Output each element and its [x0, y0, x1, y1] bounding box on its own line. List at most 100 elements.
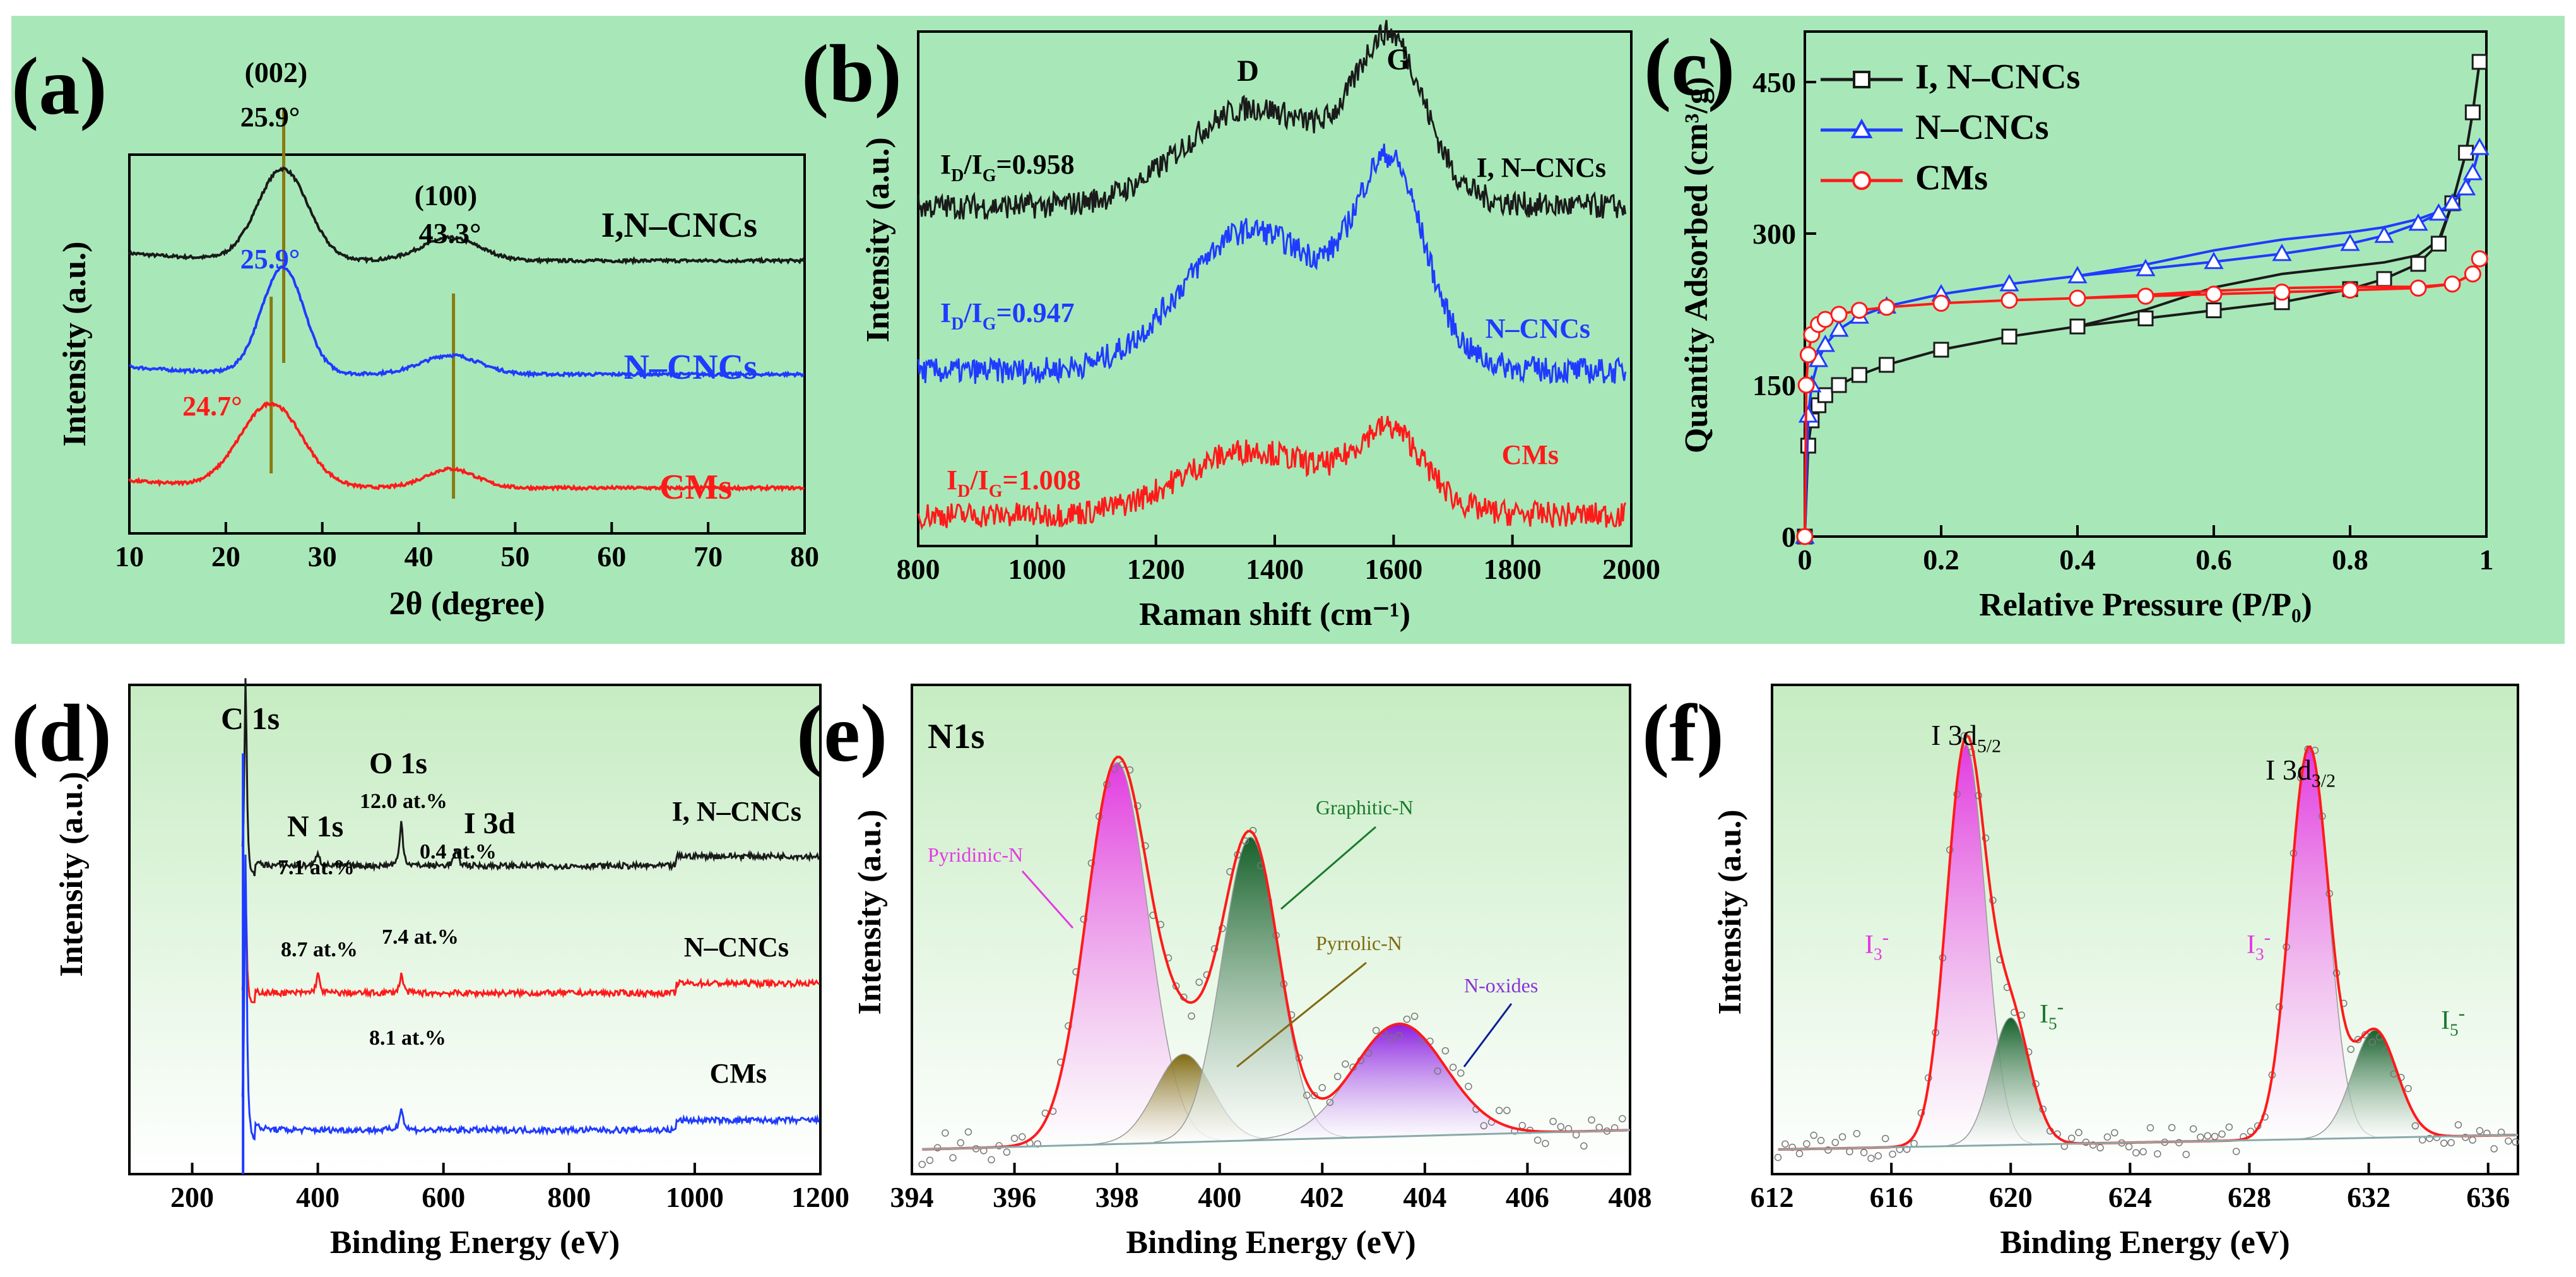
- data-point: [1549, 1117, 1557, 1126]
- data-point: [2139, 1148, 2147, 1156]
- marker-triangle: [2136, 258, 2156, 276]
- data-point: [926, 1156, 934, 1164]
- plot-frame-f: [1771, 684, 2519, 1175]
- marker-square: [2471, 54, 2488, 70]
- x-tick-label-e: 400: [1198, 1181, 1241, 1213]
- peak-label-o1s: O 1s: [369, 747, 427, 780]
- data-point: [988, 1156, 995, 1164]
- x-tick-label-a: 40: [405, 540, 434, 573]
- panel-label-f: (f): [1642, 688, 1724, 779]
- baseline-line: [1778, 1134, 2519, 1151]
- marker-triangle: [2272, 243, 2292, 261]
- data-point: [1372, 1026, 1380, 1035]
- x-tick-label-e: 406: [1506, 1181, 1549, 1213]
- data-point: [1326, 1098, 1334, 1106]
- data-point: [2089, 1141, 2097, 1149]
- marker-triangle: [2340, 233, 2360, 251]
- panel-label-b: (b): [801, 28, 902, 119]
- arrow-pyridinic: [1021, 870, 1074, 929]
- data-point: [2411, 1122, 2419, 1130]
- marker-circle: [2409, 279, 2427, 297]
- data-point: [1395, 1031, 1403, 1040]
- data-point: [2111, 1129, 2118, 1137]
- data-point: [2440, 1139, 2448, 1147]
- data-point: [1588, 1116, 1595, 1124]
- data-point: [1542, 1139, 1549, 1148]
- x-axis-label-e: Binding Energy (eV): [1126, 1225, 1415, 1261]
- at-label-n-nc: 8.7 at.%: [281, 938, 358, 961]
- data-point: [949, 1154, 957, 1161]
- marker-circle: [2273, 283, 2291, 301]
- legend-marker-square: [1853, 71, 1870, 88]
- data-point: [1434, 1067, 1441, 1075]
- marker-circle: [1850, 302, 1868, 319]
- data-point: [1318, 1084, 1326, 1091]
- data-point: [2218, 1130, 2226, 1138]
- marker-square: [2464, 104, 2481, 121]
- x-tick-label-b: 1000: [1008, 553, 1066, 585]
- data-point: [2476, 1127, 2484, 1135]
- x-tick-label-a: 30: [308, 540, 337, 573]
- plot-frame-d: [128, 684, 822, 1175]
- y-tick-label-c: 150: [1752, 369, 1796, 401]
- marker-circle: [1797, 376, 1815, 394]
- x-tick-label-c: 0.6: [2195, 543, 2232, 576]
- series-label-b-inc: I, N–CNCs: [1477, 152, 1606, 183]
- plot-frame-c: [1804, 30, 2488, 538]
- y-tick-label-c: 0: [1781, 521, 1796, 553]
- marker-circle: [1932, 294, 1950, 312]
- marker-triangle: [2374, 225, 2394, 243]
- data-point: [1580, 1142, 1588, 1150]
- data-point: [2146, 1124, 2154, 1132]
- x-tick-label-c: 0.2: [1923, 543, 1959, 576]
- data-point: [1457, 1069, 1465, 1077]
- data-point: [2067, 1134, 2076, 1142]
- x-tick-label-e: 398: [1096, 1181, 1139, 1213]
- marker-triangle: [2204, 251, 2224, 270]
- marker-circle: [2341, 282, 2359, 299]
- marker-circle: [2069, 289, 2086, 307]
- ratio-label-black: ID/IG=0.958: [940, 149, 1075, 186]
- data-point: [2426, 1134, 2433, 1143]
- marker-triangle: [1999, 273, 2019, 292]
- data-point: [1803, 1140, 1811, 1148]
- data-point: [1795, 1149, 1804, 1158]
- data-point: [1831, 1139, 1839, 1146]
- angle-label-cm: 24.7°: [182, 391, 242, 422]
- panel-d-plot-bg: [129, 685, 820, 1174]
- x-tick-label-f: 632: [2347, 1181, 2390, 1213]
- x-tick-label-f: 628: [2228, 1181, 2271, 1213]
- y-axis-label-c: Quantity Adsorbed (cm³/g): [1679, 77, 1715, 453]
- x-tick-label-b: 800: [897, 553, 940, 585]
- baseline-line: [922, 1129, 1631, 1151]
- at-label-o-inc: 12.0 at.%: [360, 790, 447, 813]
- data-point: [2247, 1127, 2255, 1136]
- x-axis-label-b: Raman shift (cm⁻¹): [1139, 597, 1410, 633]
- data-point: [1867, 1155, 1875, 1162]
- x-tick-label-b: 1200: [1127, 553, 1185, 585]
- series-line-blue: [917, 143, 1627, 386]
- data-point: [1874, 1152, 1882, 1160]
- panel-title-e: N1s: [928, 717, 984, 756]
- data-point: [1853, 1130, 1861, 1137]
- marker-circle: [2464, 265, 2481, 283]
- data-point: [1860, 1149, 1868, 1156]
- x-tick-label-e: 404: [1403, 1181, 1446, 1213]
- data-point: [2454, 1121, 2462, 1129]
- x-tick-label-e: 408: [1609, 1181, 1652, 1213]
- series-line-black: [128, 166, 806, 266]
- marker-triangle: [2462, 162, 2483, 181]
- series-line-blue: [241, 854, 820, 1141]
- peak-label-100: (100): [415, 179, 478, 211]
- marker-square: [1851, 367, 1867, 383]
- data-point: [1881, 1134, 1889, 1143]
- x-tick-label-a: 70: [694, 540, 723, 573]
- marker-square: [2376, 271, 2392, 287]
- x-tick-label-e: 396: [993, 1181, 1036, 1213]
- x-tick-label-f: 624: [2108, 1181, 2152, 1213]
- x-tick-label-a: 20: [211, 540, 240, 573]
- data-point: [2512, 1138, 2519, 1146]
- top-row-background: [11, 16, 2565, 644]
- data-point: [1774, 1153, 1782, 1161]
- data-point: [2505, 1137, 2512, 1145]
